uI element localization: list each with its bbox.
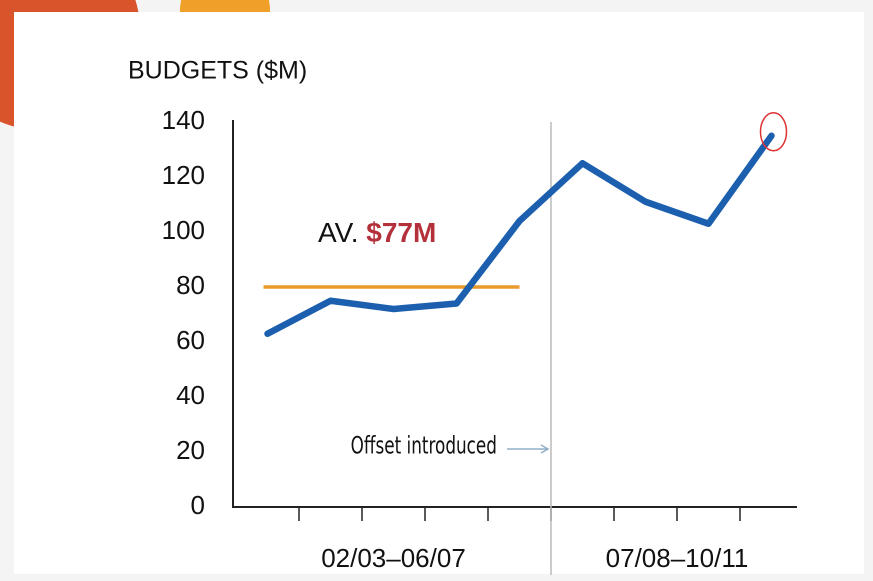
y-tick-label: 60	[176, 325, 205, 355]
group-label: 07/08–10/11	[606, 543, 749, 573]
line	[264, 132, 775, 337]
y-tick-label: 120	[162, 160, 205, 190]
group-label: 02/03–06/07	[321, 543, 466, 573]
y-tick-label: 80	[176, 270, 205, 300]
y-tick-label: 40	[176, 380, 205, 410]
offset-arrowhead	[540, 444, 550, 454]
y-tick-label: 0	[191, 490, 205, 520]
chart-title: BUDGETS ($M)	[128, 57, 307, 85]
y-tick-label: 20	[176, 435, 205, 465]
offset-label: Offset introduced	[351, 433, 497, 461]
highlight-circle	[759, 112, 788, 152]
average-prefix: AV.	[318, 217, 358, 248]
y-tick-label: 100	[162, 215, 205, 245]
average-label: AV. $77M	[318, 217, 436, 248]
panel	[14, 12, 864, 574]
average-value: $77M	[366, 217, 436, 248]
y-tick-label: 140	[162, 105, 205, 135]
